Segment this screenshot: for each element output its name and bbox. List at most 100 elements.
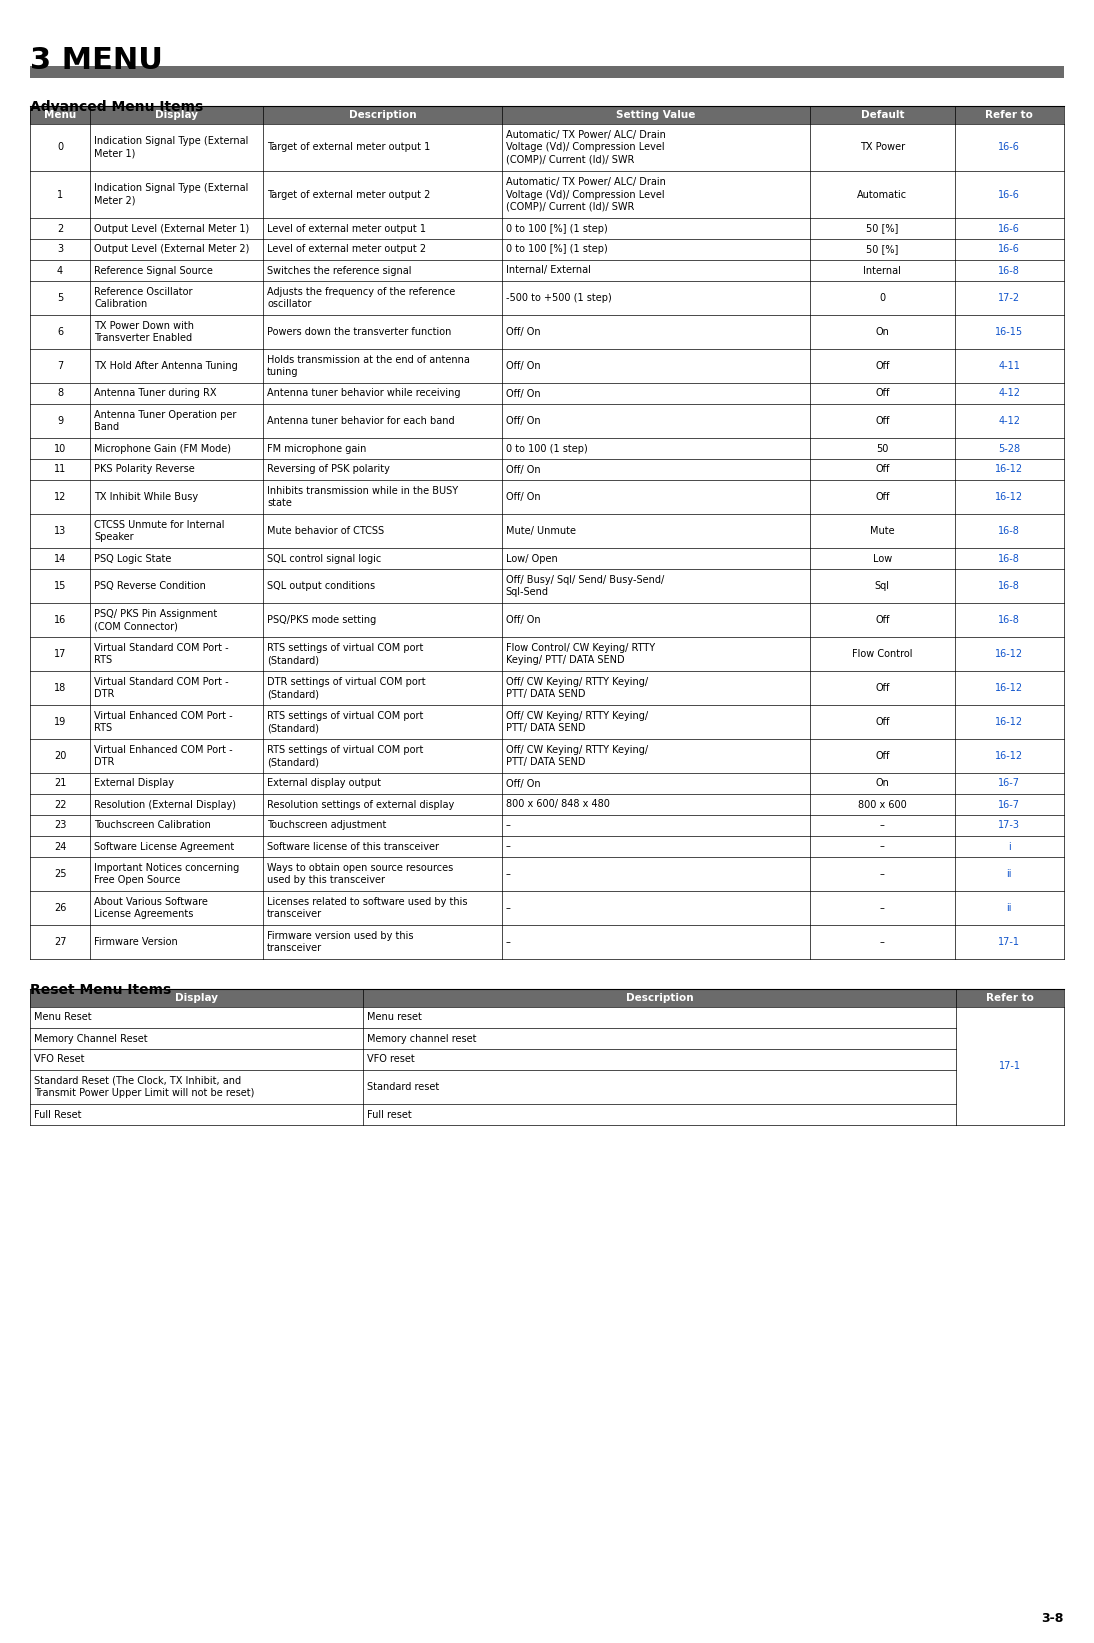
Text: Off/ Busy/ Sql/ Send/ Busy-Send/
Sql-Send: Off/ Busy/ Sql/ Send/ Busy-Send/ Sql-Sen… — [505, 575, 664, 596]
Text: Firmware Version: Firmware Version — [94, 937, 178, 946]
Text: Off: Off — [875, 716, 889, 726]
Text: 5: 5 — [57, 292, 63, 302]
Text: Menu reset: Menu reset — [368, 1012, 422, 1022]
Text: DTR settings of virtual COM port
(Standard): DTR settings of virtual COM port (Standa… — [267, 677, 426, 700]
Text: Level of external meter output 2: Level of external meter output 2 — [267, 245, 427, 255]
Text: Off/ On: Off/ On — [505, 388, 540, 399]
Text: Menu Reset: Menu Reset — [34, 1012, 92, 1022]
Text: 0 to 100 [%] (1 step): 0 to 100 [%] (1 step) — [505, 245, 607, 255]
Text: Off/ CW Keying/ RTTY Keying/
PTT/ DATA SEND: Off/ CW Keying/ RTTY Keying/ PTT/ DATA S… — [505, 711, 648, 733]
Text: Display: Display — [175, 992, 218, 1002]
Text: 16-6: 16-6 — [999, 143, 1021, 153]
Text: Antenna Tuner during RX: Antenna Tuner during RX — [94, 388, 217, 399]
Text: Off: Off — [875, 491, 889, 503]
Text: 4: 4 — [57, 266, 63, 276]
Text: VFO Reset: VFO Reset — [34, 1055, 84, 1065]
Text: TX Power: TX Power — [860, 143, 905, 153]
Text: SQL control signal logic: SQL control signal logic — [267, 554, 382, 564]
Text: 16-8: 16-8 — [999, 526, 1021, 536]
Text: 16-6: 16-6 — [999, 223, 1021, 233]
Text: 4-11: 4-11 — [999, 361, 1021, 371]
Text: CTCSS Unmute for Internal
Speaker: CTCSS Unmute for Internal Speaker — [94, 519, 224, 542]
Text: Microphone Gain (FM Mode): Microphone Gain (FM Mode) — [94, 444, 231, 453]
Text: Internal/ External: Internal/ External — [505, 266, 591, 276]
Text: –: – — [880, 904, 885, 914]
Text: 16-7: 16-7 — [999, 779, 1021, 789]
Text: 16-6: 16-6 — [999, 245, 1021, 255]
Text: PSQ Reverse Condition: PSQ Reverse Condition — [94, 582, 206, 591]
Text: Low: Low — [873, 554, 892, 564]
Text: PSQ Logic State: PSQ Logic State — [94, 554, 172, 564]
Text: Off/ On: Off/ On — [505, 491, 540, 503]
Text: 16-12: 16-12 — [996, 683, 1023, 693]
Text: 18: 18 — [54, 683, 67, 693]
Text: Refer to: Refer to — [986, 992, 1034, 1002]
Text: Off/ On: Off/ On — [505, 779, 540, 789]
Text: -500 to +500 (1 step): -500 to +500 (1 step) — [505, 292, 612, 302]
Text: 16-6: 16-6 — [999, 189, 1021, 199]
Text: Off/ On: Off/ On — [505, 416, 540, 426]
Text: Off: Off — [875, 751, 889, 761]
Text: 50 [%]: 50 [%] — [866, 223, 898, 233]
Text: Licenses related to software used by this
transceiver: Licenses related to software used by thi… — [267, 897, 467, 918]
Text: Off/ On: Off/ On — [505, 465, 540, 475]
Text: Antenna tuner behavior for each band: Antenna tuner behavior for each band — [267, 416, 455, 426]
Text: –: – — [880, 937, 885, 946]
Text: Standard Reset (The Clock, TX Inhibit, and
Transmit Power Upper Limit will not b: Standard Reset (The Clock, TX Inhibit, a… — [34, 1076, 255, 1098]
Text: Software license of this transceiver: Software license of this transceiver — [267, 841, 439, 851]
Text: –: – — [880, 869, 885, 879]
Text: 7: 7 — [57, 361, 63, 371]
Text: 16-12: 16-12 — [996, 491, 1023, 503]
Text: –: – — [505, 820, 511, 830]
Text: Reset Menu Items: Reset Menu Items — [30, 983, 172, 997]
Text: Virtual Enhanced COM Port -
RTS: Virtual Enhanced COM Port - RTS — [94, 711, 233, 733]
Text: Antenna Tuner Operation per
Band: Antenna Tuner Operation per Band — [94, 409, 236, 432]
Text: 2: 2 — [57, 223, 63, 233]
Text: 26: 26 — [54, 904, 67, 914]
Text: Mute behavior of CTCSS: Mute behavior of CTCSS — [267, 526, 384, 536]
Text: Off: Off — [875, 465, 889, 475]
Text: 16-12: 16-12 — [996, 649, 1023, 659]
Text: 0 to 100 [%] (1 step): 0 to 100 [%] (1 step) — [505, 223, 607, 233]
Text: –: – — [505, 841, 511, 851]
Text: Target of external meter output 1: Target of external meter output 1 — [267, 143, 430, 153]
Text: Full reset: Full reset — [368, 1109, 411, 1119]
Bar — [30, 66, 1064, 77]
Text: Virtual Enhanced COM Port -
DTR: Virtual Enhanced COM Port - DTR — [94, 744, 233, 767]
Text: Off: Off — [875, 361, 889, 371]
Text: Off: Off — [875, 416, 889, 426]
Text: 8: 8 — [57, 388, 63, 399]
Text: RTS settings of virtual COM port
(Standard): RTS settings of virtual COM port (Standa… — [267, 711, 423, 733]
Text: 4-12: 4-12 — [999, 388, 1021, 399]
Text: Off: Off — [875, 388, 889, 399]
Text: Reversing of PSK polarity: Reversing of PSK polarity — [267, 465, 389, 475]
Text: 16-8: 16-8 — [999, 582, 1021, 591]
Text: External Display: External Display — [94, 779, 174, 789]
Text: About Various Software
License Agreements: About Various Software License Agreement… — [94, 897, 208, 918]
Text: 50: 50 — [876, 444, 888, 453]
Text: Level of external meter output 1: Level of external meter output 1 — [267, 223, 426, 233]
Text: 17-1: 17-1 — [999, 937, 1021, 946]
Text: Flow Control/ CW Keying/ RTTY
Keying/ PTT/ DATA SEND: Flow Control/ CW Keying/ RTTY Keying/ PT… — [505, 642, 654, 665]
Bar — [30, 107, 1064, 123]
Text: Automatic: Automatic — [858, 189, 907, 199]
Text: –: – — [880, 820, 885, 830]
Text: Holds transmission at the end of antenna
tuning: Holds transmission at the end of antenna… — [267, 355, 470, 378]
Text: Off: Off — [875, 683, 889, 693]
Text: Firmware version used by this
transceiver: Firmware version used by this transceive… — [267, 932, 414, 953]
Text: 12: 12 — [54, 491, 67, 503]
Text: 16-12: 16-12 — [996, 465, 1023, 475]
Text: 25: 25 — [54, 869, 67, 879]
Text: 20: 20 — [54, 751, 67, 761]
Text: PSQ/PKS mode setting: PSQ/PKS mode setting — [267, 614, 376, 624]
Text: Standard reset: Standard reset — [368, 1083, 440, 1093]
Text: 3-8: 3-8 — [1041, 1612, 1064, 1625]
Text: 27: 27 — [54, 937, 67, 946]
Text: Software License Agreement: Software License Agreement — [94, 841, 234, 851]
Text: FM microphone gain: FM microphone gain — [267, 444, 366, 453]
Text: 21: 21 — [54, 779, 67, 789]
Bar — [30, 989, 1064, 1007]
Text: Indication Signal Type (External
Meter 2): Indication Signal Type (External Meter 2… — [94, 184, 248, 205]
Text: Resolution settings of external display: Resolution settings of external display — [267, 800, 454, 810]
Text: Touchscreen Calibration: Touchscreen Calibration — [94, 820, 211, 830]
